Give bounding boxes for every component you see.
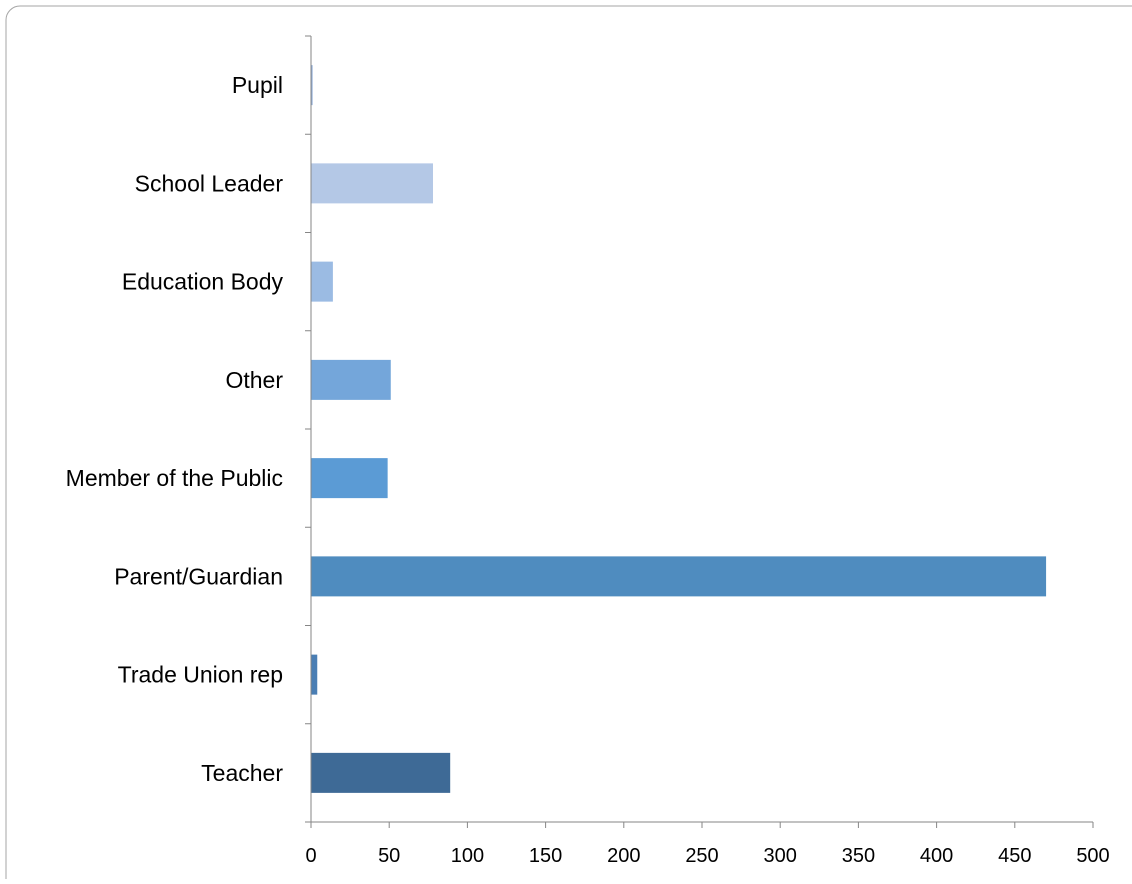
value-tick-label-350: 350 — [842, 845, 875, 867]
bar-education-body — [311, 261, 333, 302]
category-label-member-of-the-public: Member of the Public — [66, 465, 283, 491]
category-label-trade-union-rep: Trade Union rep — [118, 662, 283, 688]
value-tick-label-50: 50 — [378, 845, 400, 867]
bar-teacher — [311, 752, 451, 793]
axis-layer: Pupil School Leader Education Body Other Mem… — [66, 35, 1110, 867]
value-tick-label-250: 250 — [685, 845, 718, 867]
value-tick-label-0: 0 — [305, 845, 316, 867]
bar-parent-guardian — [311, 556, 1047, 597]
bar-member-of-the-public — [311, 458, 388, 499]
category-label-other: Other — [225, 367, 283, 393]
value-tick-label-200: 200 — [607, 845, 640, 867]
category-label-teacher: Teacher — [201, 760, 283, 786]
value-tick-label-300: 300 — [764, 845, 797, 867]
chart-border — [5, 5, 1132, 884]
bar-pupil — [311, 65, 313, 106]
category-label-school-leader: School Leader — [135, 170, 284, 196]
category-label-pupil: Pupil — [232, 72, 283, 98]
value-tick-label-450: 450 — [998, 845, 1031, 867]
value-tick-label-400: 400 — [920, 845, 953, 867]
bar-other — [311, 359, 391, 400]
value-tick-label-100: 100 — [451, 845, 484, 867]
bars-layer — [311, 65, 1047, 793]
bar-trade-union-rep — [311, 654, 318, 695]
bar-school-leader — [311, 163, 433, 204]
value-tick-label-500: 500 — [1076, 845, 1109, 867]
value-tick-label-150: 150 — [529, 845, 562, 867]
category-label-parent-guardian: Parent/Guardian — [114, 563, 283, 589]
category-label-education-body: Education Body — [122, 269, 284, 295]
